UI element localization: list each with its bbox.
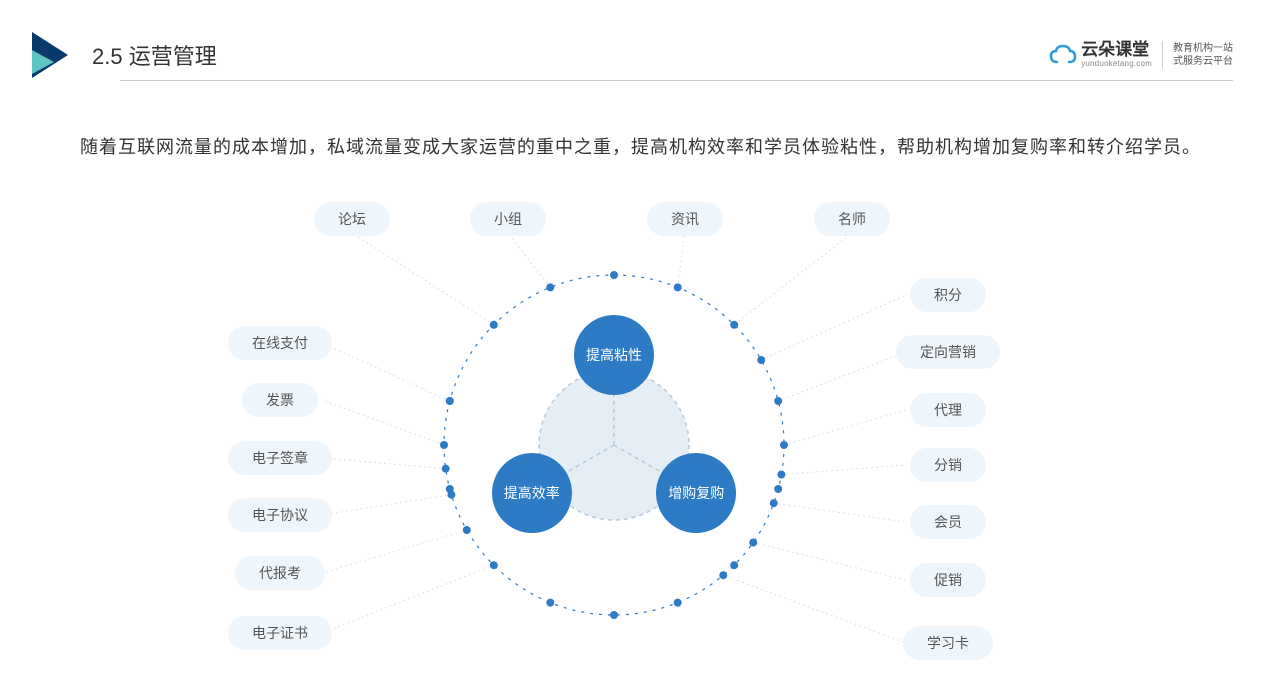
logo-tagline: 教育机构一站 式服务云平台	[1173, 42, 1233, 68]
feature-pill-left: 发票	[242, 383, 318, 417]
feature-pill-right: 积分	[910, 278, 986, 312]
logo-main: 云朵课堂 yunduoketang.com	[1049, 41, 1152, 68]
section-title: 2.5 运营管理	[92, 39, 217, 71]
core-node: 提高粘性	[574, 315, 654, 395]
tagline-line1: 教育机构一站	[1173, 42, 1233, 55]
feature-pill-left: 电子签章	[228, 441, 332, 475]
logo-group: 云朵课堂 yunduoketang.com 教育机构一站 式服务云平台	[1049, 41, 1233, 69]
title-group: 2.5 运营管理	[30, 30, 217, 80]
section-number: 2.5	[92, 44, 123, 69]
feature-pill-left: 电子证书	[228, 616, 332, 650]
feature-pill-left: 电子协议	[228, 498, 332, 532]
feature-pill-right: 代理	[910, 393, 986, 427]
tagline-line2: 式服务云平台	[1173, 55, 1233, 68]
feature-pill-top: 小组	[470, 202, 546, 236]
feature-pill-right: 学习卡	[903, 626, 993, 660]
core-node: 增购复购	[656, 453, 736, 533]
feature-pill-right: 定向营销	[896, 335, 1000, 369]
feature-pill-left: 在线支付	[228, 326, 332, 360]
operations-diagram: 论坛 小组 资讯 名师在线支付发票电子签章电子协议代报考电子证书 积分定向营销代理分销会…	[0, 195, 1263, 695]
feature-pill-left: 代报考	[235, 556, 325, 590]
logo-divider	[1162, 41, 1163, 69]
arrow-icon	[30, 30, 72, 80]
feature-pill-right: 分销	[910, 448, 986, 482]
cloud-icon	[1049, 44, 1077, 66]
title-underline	[120, 80, 1233, 81]
diagram-svg	[0, 195, 1263, 695]
feature-pill-top: 资讯	[647, 202, 723, 236]
core-node: 提高效率	[492, 453, 572, 533]
feature-pill-top: 论坛	[314, 202, 390, 236]
section-name: 运营管理	[129, 44, 217, 69]
description-text: 随着互联网流量的成本增加，私域流量变成大家运营的重中之重，提高机构效率和学员体验…	[80, 128, 1203, 168]
feature-pill-right: 会员	[910, 505, 986, 539]
logo-subtitle: yunduoketang.com	[1081, 60, 1152, 69]
feature-pill-right: 促销	[910, 563, 986, 597]
feature-pill-top: 名师	[814, 202, 890, 236]
slide-header: 2.5 运营管理 云朵课堂 yunduoketang.com 教育机构一站 式服…	[30, 30, 1233, 80]
logo-brand: 云朵课堂	[1081, 41, 1152, 60]
